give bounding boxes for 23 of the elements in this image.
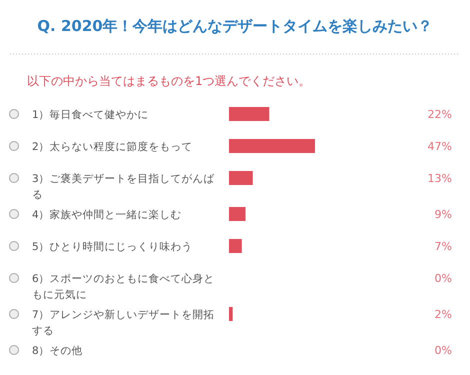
y-tick-label: 6）スポーツのおともに食べて心身ともに元気に [32, 272, 215, 301]
y-tick-label: 3）ご褒美デザートを目指してがんばる [32, 172, 216, 201]
chart-title: Q. 2020年！今年はどんなデザートタイムを楽しみたい？ [37, 17, 433, 35]
bar [229, 207, 246, 221]
data-label: 22% [428, 108, 452, 121]
y-tick-label: 4）家族や仲間と一緒に楽しむ [32, 208, 182, 221]
bar [229, 139, 315, 153]
data-label: 9% [434, 208, 452, 221]
y-tick-label: 5）ひとり時間にじっくり味わう [32, 240, 193, 253]
y-tick-label: 2）太らない程度に節度をもって [32, 140, 193, 153]
data-label: 13% [428, 172, 452, 185]
data-label: 0% [434, 344, 452, 357]
data-label: 47% [428, 140, 452, 153]
y-tick-label: 1）毎日食べて健やかに [32, 109, 149, 121]
data-label: 2% [434, 308, 452, 321]
y-tick-label: 8）その他 [32, 345, 83, 357]
data-label: 7% [434, 240, 452, 253]
bar [229, 307, 233, 321]
data-label: 0% [434, 272, 452, 285]
chart-subtitle: 以下の中から当てはまるものを1つ選んでください。 [27, 74, 311, 88]
y-tick-label: 7）アレンジや新しいデザートを開拓する [32, 308, 215, 337]
bar [229, 239, 242, 253]
bar [229, 107, 270, 121]
